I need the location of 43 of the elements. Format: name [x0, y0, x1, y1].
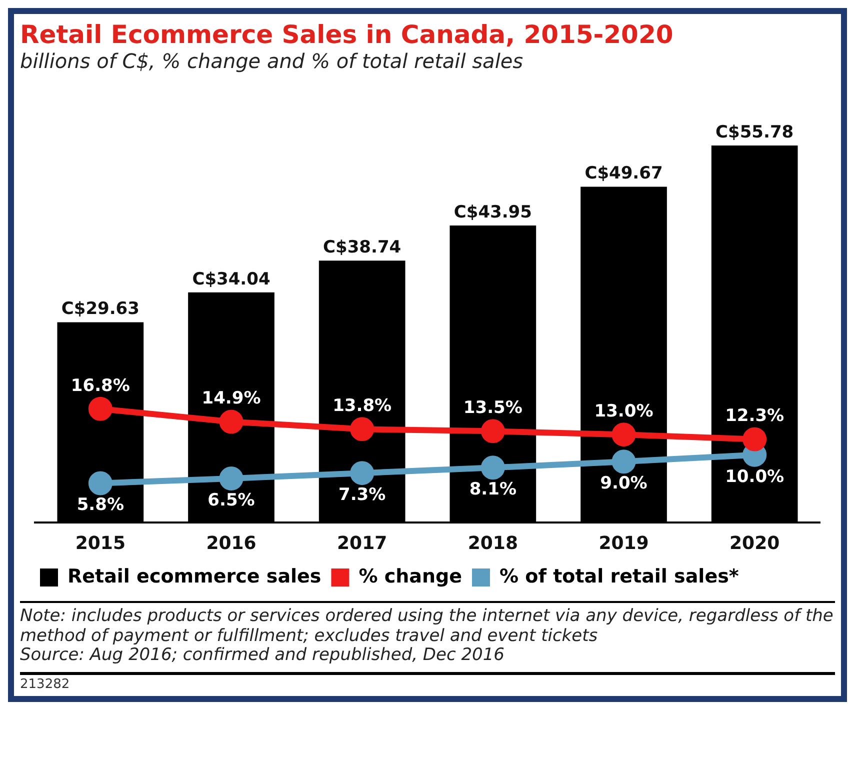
- chart-subtitle: billions of C$, % change and % of total retail sales: [20, 49, 524, 73]
- data-label: 10.0%: [725, 466, 784, 487]
- point: [350, 461, 374, 486]
- x-tick-label: 2020: [730, 532, 780, 554]
- point: [88, 396, 112, 421]
- point: [219, 410, 244, 434]
- point: [350, 417, 374, 442]
- x-tick-label: 2015: [75, 532, 126, 554]
- legend-label: % of total retail sales*: [499, 565, 739, 588]
- data-label: 12.3%: [725, 406, 784, 426]
- point: [612, 450, 636, 474]
- data-label: C$38.74: [323, 238, 402, 258]
- point: [480, 456, 505, 480]
- data-label: 13.8%: [332, 396, 392, 416]
- data-label: C$43.95: [454, 202, 532, 222]
- chart-title: Retail Ecommerce Sales in Canada, 2015-2020: [20, 20, 674, 49]
- point: [612, 422, 636, 447]
- data-label: 16.8%: [70, 376, 130, 396]
- data-label: 8.1%: [469, 480, 516, 500]
- data-label: 14.9%: [202, 388, 261, 409]
- data-label: 5.8%: [76, 495, 124, 516]
- data-label: 13.5%: [463, 398, 522, 418]
- legend-label: Retail ecommerce sales: [68, 565, 322, 588]
- data-label: 9.0%: [600, 474, 648, 494]
- data-label: C$49.67: [584, 164, 663, 184]
- text: 213282: [20, 672, 835, 692]
- data-label: C$29.63: [61, 299, 140, 320]
- x-tick-label: 2017: [337, 532, 388, 554]
- x-tick-label: 2018: [468, 532, 518, 554]
- legend-label: % change: [358, 565, 462, 588]
- point: [219, 466, 244, 490]
- x-tick-label: 2019: [598, 532, 649, 554]
- data-label: C$55.78: [716, 122, 794, 142]
- data-label: C$34.04: [192, 269, 270, 290]
- source-note: Source: Aug 2016; confirmed and republished, Dec 2016: [20, 645, 506, 666]
- x-tick-label: 2016: [206, 532, 256, 554]
- point: [742, 427, 767, 452]
- data-label: 7.3%: [338, 485, 386, 505]
- data-label: 13.0%: [594, 401, 654, 422]
- point: [480, 419, 505, 444]
- point: [88, 471, 112, 496]
- text: Note: includes products or services ordered using the internet via any device, regardless of the method of payment or fulfillment; excludes travel and event tickets: [20, 606, 834, 646]
- data-label: 6.5%: [208, 490, 255, 510]
